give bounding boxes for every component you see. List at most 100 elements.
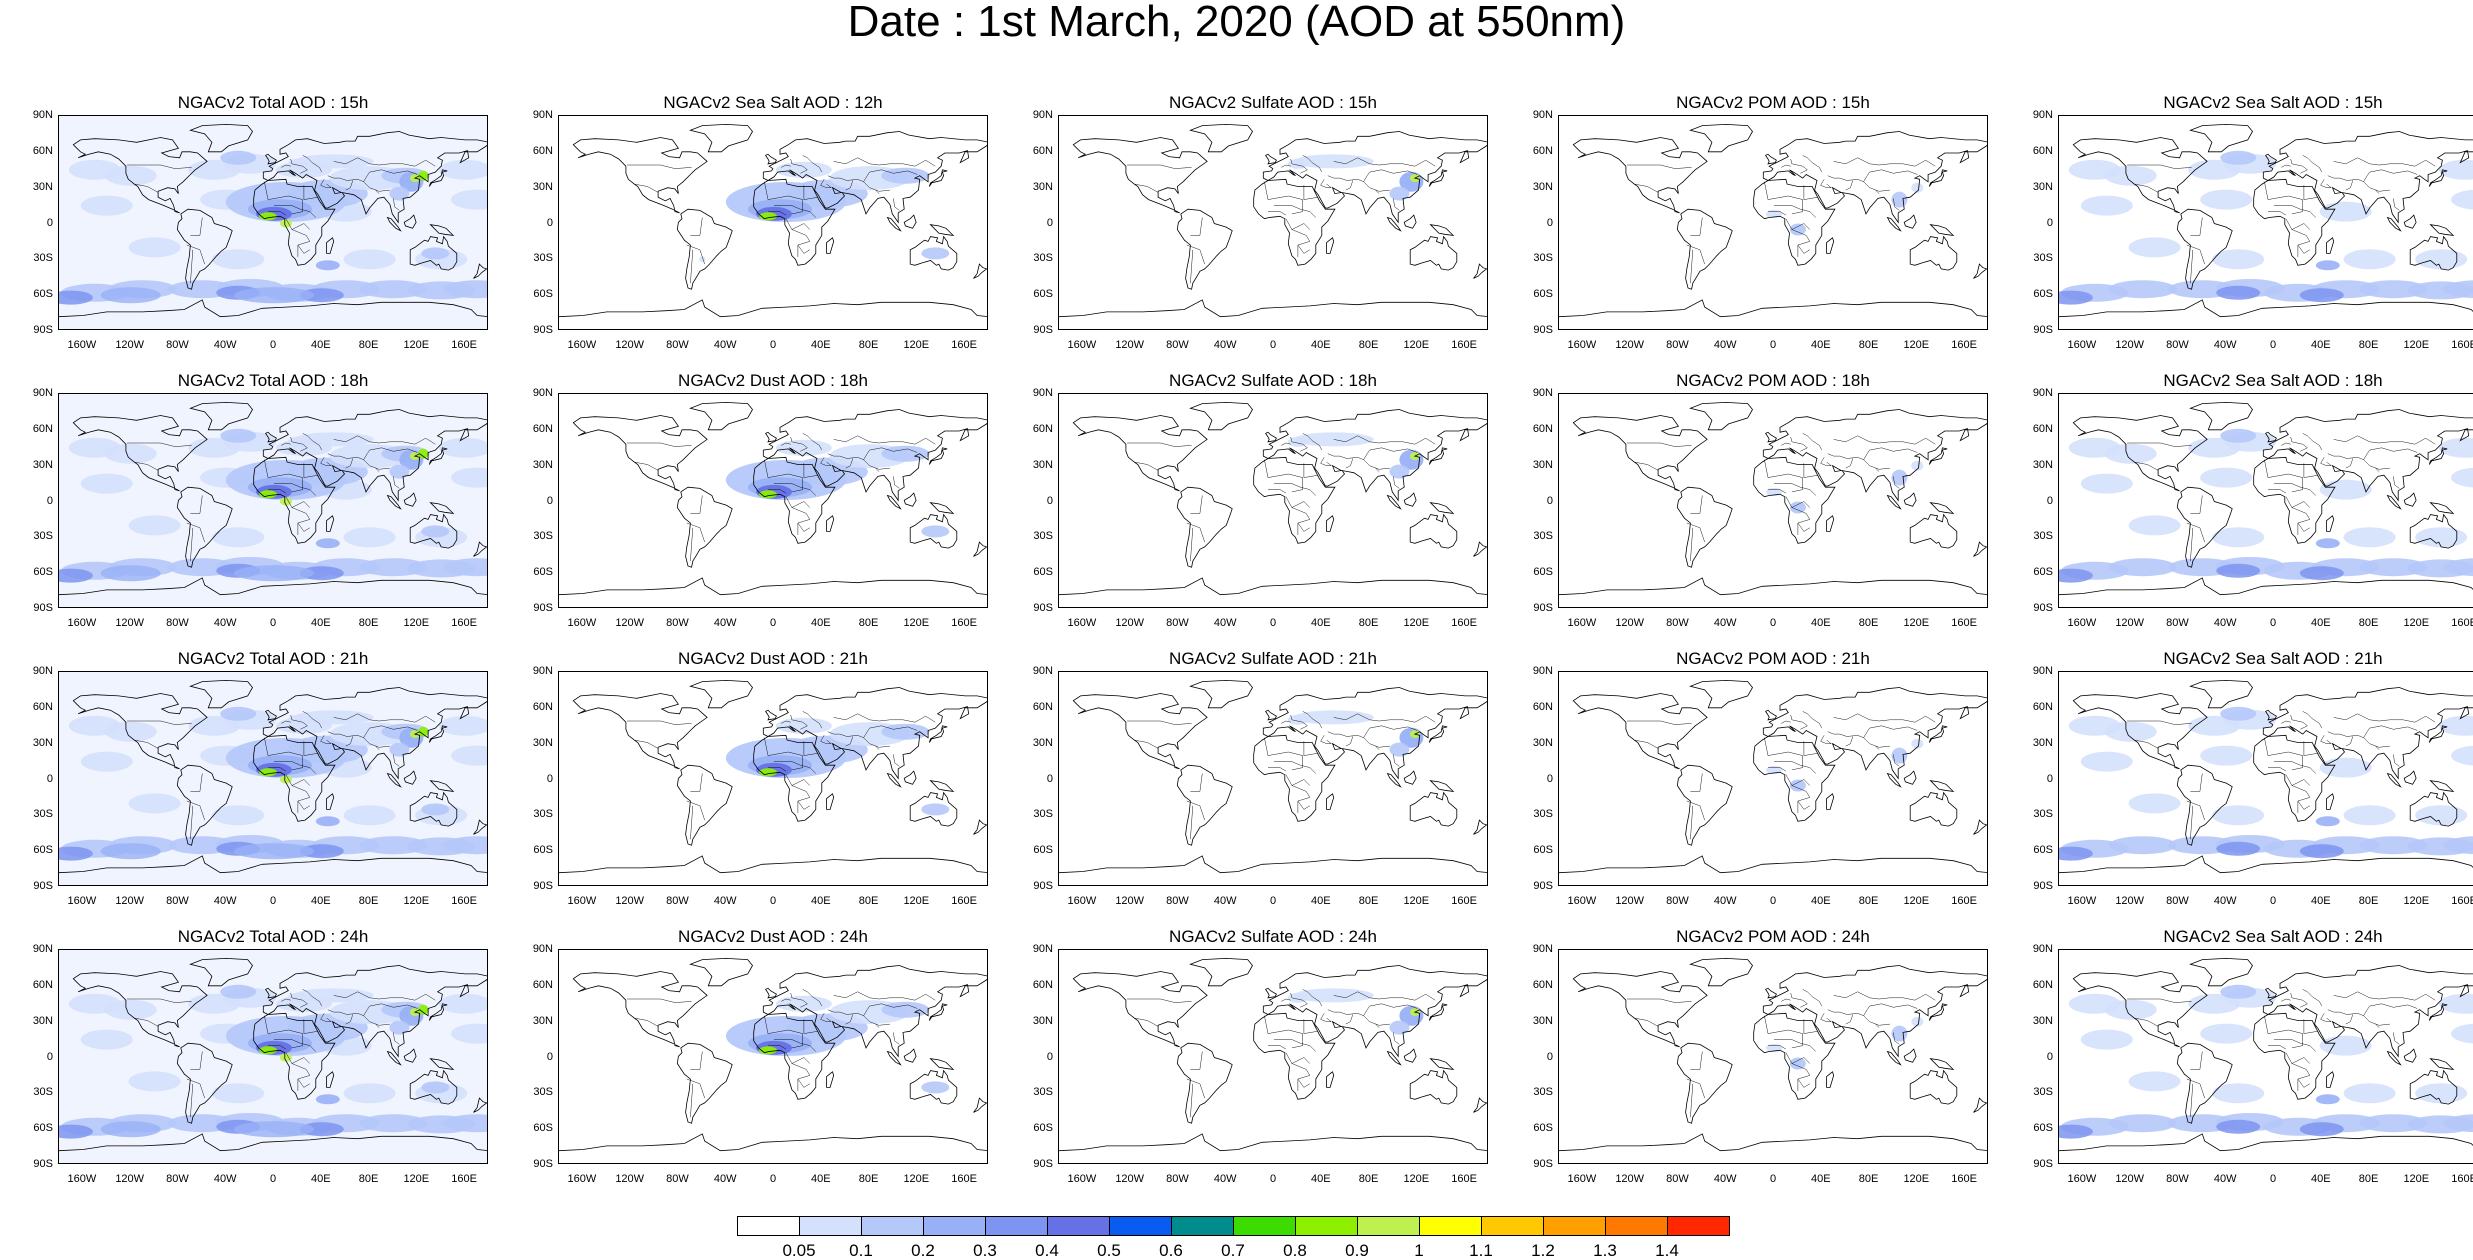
greenland-coastline (2189, 679, 2253, 709)
latitude-tick-label: 30N (2032, 458, 2053, 471)
longitude-tick-label: 40E (311, 339, 331, 351)
new-guinea-coastline (1929, 1058, 1955, 1070)
latitude-tick-label: 30S (1533, 808, 1553, 821)
north-america-coastline (1072, 415, 1208, 492)
borneo-coastline (1403, 214, 1417, 229)
country-borders (1127, 155, 1436, 284)
new-guinea-coastline (929, 1058, 955, 1070)
longitude-tick-label: 160W (67, 617, 97, 629)
britain-coastline (265, 709, 277, 721)
longitude-tick-label: 40W (713, 617, 737, 629)
longitude-tick-label: 40W (1713, 617, 1737, 629)
longitude-tick-label: 80E (1858, 1173, 1879, 1185)
map-panel: NGACv2 Sea Salt AOD : 21h 90N 60N 30N 0 30S 60… (2023, 649, 2473, 919)
greenland-coastline (689, 957, 753, 987)
latitude-tick-label: 0 (1546, 494, 1553, 507)
longitude-tick-label: 40W (1213, 895, 1237, 907)
greenland-coastline (1189, 401, 1253, 431)
latitude-tick-label: 90N (32, 943, 53, 955)
new-guinea-coastline (2429, 502, 2455, 514)
latitude-tick-label: 0 (1546, 772, 1553, 785)
africa-coastline (753, 1012, 836, 1100)
eurasia-coastline (762, 131, 987, 224)
latitude-tick-label: 30S (1533, 530, 1553, 543)
world-map (1059, 394, 1487, 607)
country-borders (127, 155, 436, 284)
longitude-tick-label: 40E (2311, 617, 2331, 629)
longitude-tick-label: 80E (1858, 339, 1879, 351)
longitude-tick-label: 160E (951, 339, 977, 351)
new-zealand-coastline (973, 541, 987, 557)
country-borders (1127, 433, 1436, 562)
longitude-tick-label: 80E (2358, 339, 2379, 351)
map-frame (1558, 115, 1988, 330)
longitude-tick-label: 160W (2067, 617, 2097, 629)
longitude-tick-label: 120W (1115, 895, 1145, 907)
world-map (1559, 116, 1987, 329)
africa-coastline (253, 1012, 336, 1100)
sumatra-coastline (1386, 494, 1402, 510)
world-map (1059, 116, 1487, 329)
greenland-coastline (1689, 401, 1753, 431)
longitude-tick-label: 0 (769, 895, 777, 907)
borneo-coastline (903, 1048, 917, 1063)
sumatra-coastline (2386, 216, 2402, 232)
greenland-coastline (689, 123, 753, 153)
world-map (1059, 950, 1487, 1163)
longitude-tick-label: 0 (2269, 895, 2277, 907)
latitude-tick-label: 30N (32, 1014, 53, 1027)
australia-coastline (2409, 1069, 2458, 1105)
sumatra-coastline (886, 1050, 902, 1066)
borneo-coastline (2403, 214, 2417, 229)
latitude-tick-label: 0 (46, 216, 53, 229)
longitude-tick-label: 120W (1115, 339, 1145, 351)
japan-coastline (928, 447, 948, 465)
south-america-coastline (2176, 1042, 2233, 1124)
country-borders (627, 989, 936, 1118)
latitude-tick-label: 30S (33, 252, 53, 265)
south-america-coastline (2176, 764, 2233, 846)
new-zealand-coastline (973, 1097, 987, 1113)
latitude-tick-label: 60N (1032, 978, 1053, 991)
africa-coastline (753, 178, 836, 266)
latitude-tick-label: 0 (1046, 1050, 1053, 1063)
latitude-tick-label: 60S (1533, 566, 1553, 579)
latitude-tick-label: 30N (532, 180, 553, 193)
latitude-tick-label: 90S (33, 324, 53, 336)
new-guinea-coastline (929, 502, 955, 514)
longitude-tick-label: 160E (1951, 895, 1977, 907)
new-guinea-coastline (2429, 1058, 2455, 1070)
longitude-tick-label: 40E (1311, 895, 1331, 907)
colorbar-label: 1.3 (1593, 1241, 1617, 1260)
latitude-tick-label: 30S (2033, 1086, 2053, 1099)
south-america-coastline (676, 764, 733, 846)
borneo-coastline (1903, 770, 1917, 785)
longitude-tick-label: 40W (1713, 895, 1737, 907)
longitude-tick-label: 160E (951, 895, 977, 907)
latitude-tick-label: 90S (533, 880, 553, 892)
antarctica-coast-coastline (1559, 1133, 1987, 1152)
latitude-tick-label: 30S (1533, 252, 1553, 265)
longitude-tick-label: 40E (311, 895, 331, 907)
britain-coastline (1265, 987, 1277, 999)
longitude-tick-label: 120W (615, 895, 645, 907)
longitude-tick-label: 40W (713, 895, 737, 907)
latitude-tick-label: 60N (32, 422, 53, 435)
latitude-tick-label: 0 (546, 1050, 553, 1063)
north-america-coastline (1072, 137, 1208, 214)
north-america-coastline (1072, 971, 1208, 1048)
japan-coastline (1928, 169, 1948, 187)
sumatra-coastline (1386, 1050, 1402, 1066)
colorbar-swatch (1109, 1216, 1172, 1236)
latitude-tick-label: 60N (2032, 700, 2053, 713)
longitude-tick-label: 80E (1358, 1173, 1379, 1185)
country-borders (2127, 711, 2436, 840)
longitude-tick-label: 120W (115, 339, 145, 351)
south-america-coastline (176, 1042, 233, 1124)
longitude-tick-label: 0 (1769, 1173, 1777, 1185)
latitude-tick-label: 60S (533, 288, 553, 301)
world-map (559, 116, 987, 329)
eurasia-coastline (762, 965, 987, 1058)
longitude-tick-label: 80W (1166, 895, 1189, 907)
map-frame (2058, 115, 2473, 330)
